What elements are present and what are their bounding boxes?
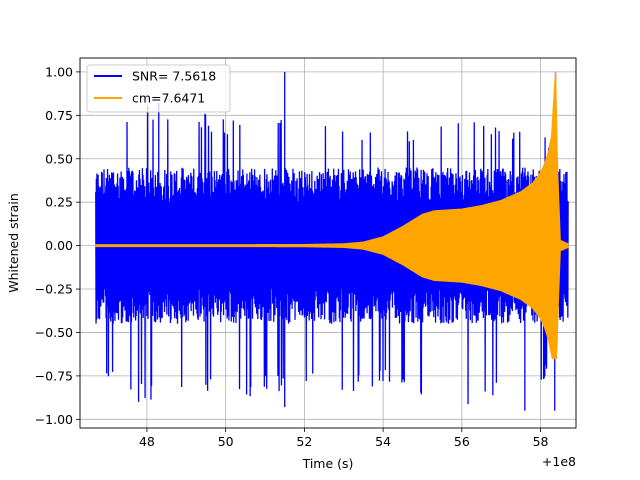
y-tick-label: −0.75 — [35, 368, 73, 383]
y-tick-label: 0.75 — [45, 108, 73, 123]
y-tick-label: −1.00 — [35, 412, 73, 427]
x-tick-label: 48 — [139, 434, 155, 449]
x-tick-label: 58 — [533, 434, 549, 449]
y-tick-label: −0.25 — [35, 282, 73, 297]
y-tick-label: 1.00 — [45, 64, 73, 79]
x-tick-label: 56 — [454, 434, 470, 449]
y-axis-ticks: −1.00 −0.75 −0.50 −0.25 0.00 0.25 0.50 0.75 1.00 — [35, 64, 80, 427]
y-tick-label: 0.25 — [45, 195, 73, 210]
legend-label-snr: SNR= 7.5618 — [132, 69, 216, 84]
x-tick-label: 52 — [296, 434, 312, 449]
y-tick-label: 0.50 — [45, 151, 73, 166]
plot-area — [95, 71, 569, 411]
legend-box — [86, 64, 231, 113]
y-axis-label: Whitened strain — [6, 193, 21, 292]
y-tick-label: 0.00 — [45, 238, 73, 253]
series-line-snr — [95, 71, 569, 411]
x-axis-ticks: 48 50 52 54 56 58 — [139, 428, 549, 449]
x-tick-label: 54 — [375, 434, 391, 449]
axes-frame — [79, 57, 577, 429]
x-axis-offset-text: +1e8 — [542, 454, 576, 469]
x-axis-label: Time (s) — [302, 456, 354, 471]
x-tick-label: 50 — [218, 434, 234, 449]
y-tick-label: −0.50 — [35, 325, 73, 340]
legend-label-cm: cm=7.6471 — [132, 91, 205, 106]
legend: SNR= 7.5618 cm=7.6471 — [86, 64, 231, 113]
